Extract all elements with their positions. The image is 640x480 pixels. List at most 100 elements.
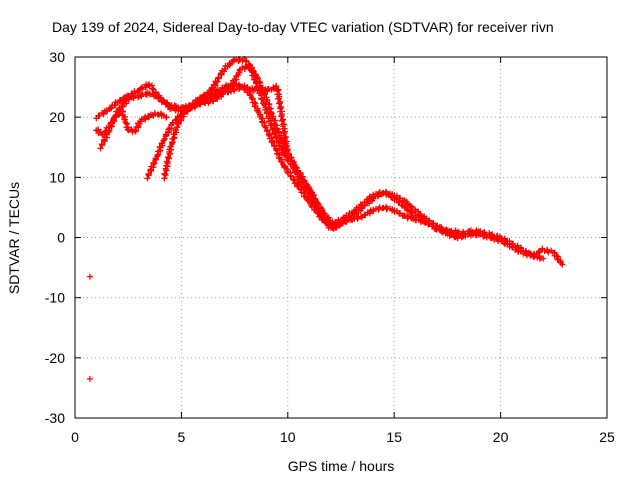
data-point xyxy=(358,205,365,212)
x-axis-label: GPS time / hours xyxy=(288,458,395,474)
data-point xyxy=(119,101,126,108)
data-point xyxy=(124,95,131,102)
y-tick-label: 0 xyxy=(57,230,65,246)
data-point xyxy=(106,123,113,130)
series-track-5 xyxy=(93,108,170,138)
data-point xyxy=(170,120,177,127)
data-point xyxy=(258,118,265,125)
x-tick-label: 5 xyxy=(178,429,186,445)
data-point xyxy=(161,170,168,177)
data-point xyxy=(554,256,561,263)
data-point xyxy=(312,207,319,214)
data-point xyxy=(226,60,233,67)
x-tick-labels: 0 5 10 15 20 25 xyxy=(71,429,615,445)
data-point xyxy=(248,67,255,74)
data-points xyxy=(86,55,566,382)
data-point xyxy=(161,136,168,143)
series-track-4 xyxy=(161,83,355,232)
data-point xyxy=(288,161,295,168)
data-point xyxy=(132,127,139,134)
x-tick-label: 0 xyxy=(71,429,79,445)
data-point xyxy=(283,147,290,154)
data-point xyxy=(278,117,285,124)
data-point xyxy=(338,219,345,226)
data-point xyxy=(214,78,221,85)
y-tick-label: 30 xyxy=(49,49,65,65)
data-point xyxy=(86,273,93,280)
y-tick-label: -20 xyxy=(45,350,65,366)
y-tick-labels: -30 -20 -10 0 10 20 30 xyxy=(45,49,65,426)
y-tick-label: 10 xyxy=(49,169,65,185)
data-point xyxy=(180,111,187,118)
data-point xyxy=(397,210,404,217)
data-point xyxy=(288,173,295,180)
data-point xyxy=(174,123,181,130)
data-point xyxy=(268,122,275,129)
data-point xyxy=(273,83,280,90)
data-point xyxy=(455,228,462,235)
chart-title: Day 139 of 2024, Sidereal Day-to-day VTE… xyxy=(52,19,554,35)
data-point xyxy=(102,128,109,135)
data-point xyxy=(553,252,560,259)
data-point xyxy=(269,139,276,146)
data-point xyxy=(263,110,270,117)
data-point xyxy=(284,156,291,163)
data-point xyxy=(98,141,105,148)
data-point xyxy=(276,100,283,107)
data-point xyxy=(281,130,288,137)
data-point xyxy=(145,171,152,178)
data-point xyxy=(151,110,158,117)
data-point xyxy=(116,98,123,105)
data-point xyxy=(278,136,285,143)
data-point xyxy=(314,201,321,208)
y-tick-label: -30 xyxy=(45,410,65,426)
data-point xyxy=(408,209,415,216)
data-point xyxy=(383,206,390,213)
data-point xyxy=(165,126,172,133)
data-point xyxy=(147,91,154,98)
data-point xyxy=(375,193,382,200)
data-point xyxy=(112,114,119,121)
data-point xyxy=(164,154,171,161)
y-tick-label: 20 xyxy=(49,109,65,125)
data-point xyxy=(144,175,151,182)
data-point xyxy=(269,126,276,133)
x-tick-label: 10 xyxy=(280,429,296,445)
data-point xyxy=(397,195,404,202)
data-point xyxy=(315,210,322,217)
data-point xyxy=(357,213,364,220)
data-point xyxy=(121,116,128,123)
plot-frame xyxy=(74,56,608,419)
data-point xyxy=(163,114,170,121)
data-point xyxy=(246,64,253,71)
data-point xyxy=(396,199,403,206)
x-tick-label: 25 xyxy=(599,429,615,445)
data-point xyxy=(348,213,355,220)
data-point xyxy=(559,261,566,268)
data-point xyxy=(268,110,275,117)
data-point xyxy=(215,74,222,81)
data-point xyxy=(252,80,259,87)
data-point xyxy=(172,127,179,134)
data-point xyxy=(151,160,158,167)
y-tick-label: -10 xyxy=(45,290,65,306)
data-point xyxy=(116,110,123,117)
data-point xyxy=(275,86,282,93)
data-point xyxy=(97,145,104,152)
data-point xyxy=(540,255,547,262)
series-outliers xyxy=(86,273,93,382)
data-point xyxy=(263,128,270,135)
data-point xyxy=(177,114,184,121)
y-axis-label: SDTVAR / TECUs xyxy=(6,182,22,294)
data-point xyxy=(86,375,93,382)
data-point xyxy=(426,220,433,227)
data-point xyxy=(401,212,408,219)
x-tick-label: 15 xyxy=(386,429,402,445)
data-point xyxy=(416,210,423,217)
data-point xyxy=(246,91,253,98)
data-point xyxy=(108,105,115,112)
data-point xyxy=(434,225,441,232)
data-point xyxy=(357,204,364,211)
